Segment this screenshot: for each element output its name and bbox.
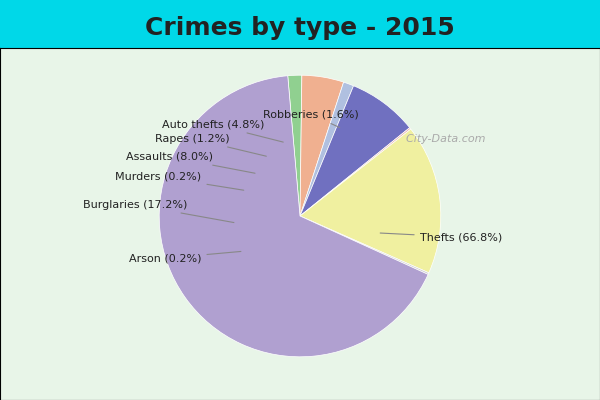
Wedge shape	[300, 75, 344, 216]
Text: Thefts (66.8%): Thefts (66.8%)	[380, 232, 502, 242]
Wedge shape	[300, 82, 353, 216]
Wedge shape	[300, 216, 429, 274]
Wedge shape	[300, 86, 410, 216]
Text: City-Data.com: City-Data.com	[398, 134, 485, 144]
Wedge shape	[159, 76, 428, 357]
Text: Robberies (1.6%): Robberies (1.6%)	[263, 110, 359, 128]
Text: Murders (0.2%): Murders (0.2%)	[115, 172, 244, 190]
Text: Arson (0.2%): Arson (0.2%)	[129, 252, 241, 263]
Wedge shape	[300, 129, 441, 273]
Wedge shape	[300, 128, 411, 216]
Text: Auto thefts (4.8%): Auto thefts (4.8%)	[163, 120, 283, 142]
Text: Rapes (1.2%): Rapes (1.2%)	[155, 134, 266, 156]
Text: Assaults (8.0%): Assaults (8.0%)	[126, 152, 255, 173]
Text: Crimes by type - 2015: Crimes by type - 2015	[145, 16, 455, 40]
Wedge shape	[288, 75, 302, 216]
Text: Burglaries (17.2%): Burglaries (17.2%)	[83, 200, 234, 222]
